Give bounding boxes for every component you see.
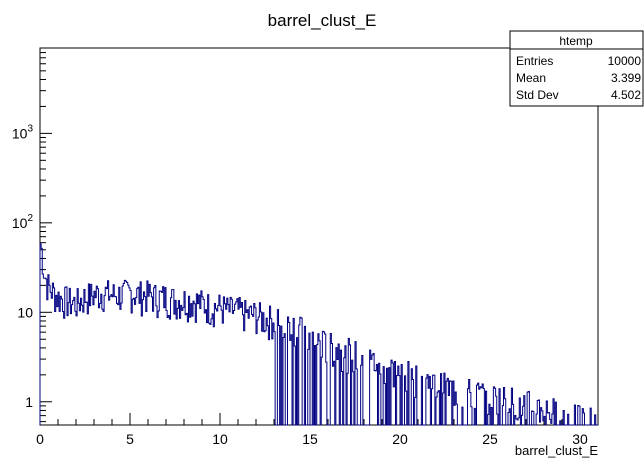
y-tick-labels: 1 10 102 103 [12, 123, 34, 409]
x-tick-labels: 0 5 10 15 20 25 30 [36, 431, 588, 447]
y-tick-label: 10 [17, 304, 33, 320]
stats-std-value: 4.502 [611, 88, 641, 102]
x-tick-label: 10 [212, 431, 228, 447]
stats-mean-value: 3.399 [611, 71, 641, 85]
y-tick-label: 1 [25, 394, 33, 410]
histogram-line [39, 243, 598, 426]
chart-title: barrel_clust_E [268, 11, 377, 30]
plot-frame [39, 47, 599, 426]
x-axis-title: barrel_clust_E [515, 443, 598, 458]
stats-name: htemp [559, 34, 593, 48]
stats-box-frame [509, 30, 644, 107]
x-tick-label: 20 [392, 431, 408, 447]
stats-entries-value: 10000 [608, 54, 642, 68]
x-tick-label: 0 [36, 431, 44, 447]
stats-std-label: Std Dev [516, 88, 559, 102]
stats-entries-label: Entries [516, 54, 553, 68]
stats-box: htemp Entries 10000 Mean 3.399 Std Dev 4… [509, 30, 644, 107]
y-tick-label: 102 [12, 213, 34, 231]
x-tick-label: 25 [482, 431, 498, 447]
stats-mean-label: Mean [516, 71, 546, 85]
x-tick-label: 5 [126, 431, 134, 447]
y-axis-ticks [40, 47, 52, 423]
x-tick-label: 30 [572, 431, 588, 447]
x-tick-label: 15 [302, 431, 318, 447]
y-tick-label: 103 [12, 123, 34, 141]
